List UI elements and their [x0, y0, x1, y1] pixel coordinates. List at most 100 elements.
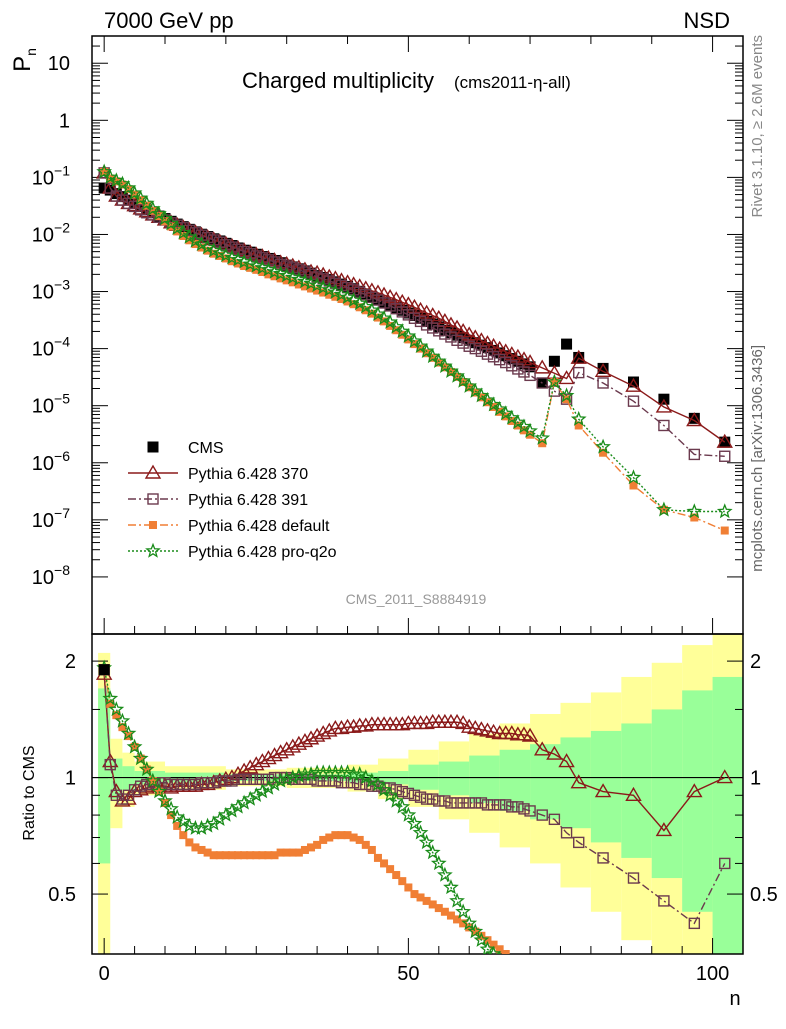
ratio-data-point — [493, 799, 506, 811]
ratio-cms-point — [98, 664, 110, 676]
ratio-data-point — [230, 798, 246, 814]
main-data-point — [550, 378, 559, 387]
ratio-data-point — [142, 765, 151, 774]
main-y-tick-base: 10 — [32, 453, 54, 475]
ratio-data-point — [224, 802, 240, 818]
ratio-data-point — [250, 773, 262, 785]
main-data-point — [534, 359, 551, 374]
main-data-point — [258, 267, 267, 276]
main-data-point — [594, 362, 612, 378]
ratio-data-point — [242, 790, 259, 806]
main-data-point — [548, 385, 561, 397]
main-data-point — [252, 265, 261, 274]
ratio-data-point — [467, 923, 484, 939]
main-data-point — [469, 342, 481, 355]
ratio-data-point — [376, 781, 392, 797]
ratio-data-point — [138, 761, 155, 777]
ratio-data-point — [319, 835, 328, 844]
main-data-point — [165, 215, 177, 227]
ratio-data-point — [436, 866, 453, 882]
ratio-data-point — [594, 783, 612, 798]
ratio-data-point — [197, 845, 206, 854]
main-data-point — [427, 322, 439, 334]
main-data-point — [433, 325, 445, 337]
main-ylabel: Pn — [9, 48, 39, 72]
ratio-data-point — [627, 872, 640, 884]
ratio-data-point — [102, 690, 119, 706]
main-data-point — [487, 351, 500, 363]
ratio-data-point — [294, 848, 303, 857]
main-data-point — [171, 218, 183, 230]
main-data-point — [519, 426, 528, 435]
main-y-tick-label: 10−2 — [32, 219, 70, 246]
ratio-data-point — [307, 843, 316, 852]
ratio-data-point — [521, 727, 539, 742]
main-data-point — [193, 236, 210, 252]
main-y-tick-exponent: −3 — [54, 277, 70, 293]
main-data-point — [570, 410, 587, 426]
main-data-point — [690, 513, 699, 522]
ratio-data-point — [313, 840, 322, 849]
main-data-point — [573, 366, 585, 379]
ratio-data-point — [120, 725, 137, 741]
band-inner — [621, 723, 652, 858]
ratio-data-point — [655, 822, 673, 837]
main-data-point — [280, 260, 293, 272]
ratio-data-point — [536, 809, 548, 821]
main-data-point — [436, 312, 454, 328]
main-data-point — [138, 195, 155, 211]
ratio-data-point — [658, 895, 670, 907]
main-data-point — [440, 363, 449, 372]
ratio-data-point — [151, 783, 167, 799]
ratio-data-point — [266, 747, 283, 762]
main-data-point — [181, 228, 198, 244]
ratio-data-point — [398, 877, 407, 886]
main-data-point — [481, 348, 494, 360]
ratio-data-point — [363, 772, 380, 788]
ratio-data-point — [240, 851, 249, 860]
main-series-line — [103, 171, 725, 513]
main-data-point — [465, 383, 474, 392]
ratio-data-point — [272, 744, 289, 759]
main-data-point — [524, 361, 536, 373]
ratio-data-point — [524, 805, 536, 817]
main-data-point — [512, 355, 524, 367]
main-data-point — [548, 355, 560, 367]
main-data-point — [506, 353, 518, 365]
main-data-point — [342, 280, 354, 292]
main-data-point — [199, 239, 216, 255]
main-data-point — [574, 421, 583, 430]
ratio-series — [95, 659, 733, 954]
ratio-data-point — [241, 759, 259, 774]
ratio-data-point — [434, 904, 443, 913]
ratio-data-point — [314, 725, 332, 740]
main-data-point — [439, 328, 451, 340]
energy-label: 7000 GeV pp — [104, 8, 234, 33]
ratio-data-point — [191, 843, 200, 852]
main-data-point — [442, 316, 460, 331]
ratio-data-point — [195, 776, 208, 789]
main-data-point — [96, 163, 113, 179]
main-data-point — [414, 315, 427, 328]
main-data-point — [406, 298, 423, 313]
ratio-data-point — [367, 845, 376, 854]
ratio-data-point — [159, 776, 171, 789]
main-data-point — [716, 433, 733, 448]
main-data-point — [506, 360, 518, 372]
main-y-tick-base: 10 — [32, 567, 54, 589]
ratio-data-point — [118, 723, 127, 732]
band-inner — [469, 755, 500, 803]
ratio-data-point — [217, 770, 235, 785]
ratio-data-point — [226, 775, 238, 787]
legend-marker — [147, 441, 159, 453]
ratio-data-point — [414, 791, 427, 803]
main-data-point — [355, 303, 364, 312]
ratio-data-point — [108, 701, 125, 717]
main-y-tick-label: 10−4 — [32, 334, 70, 361]
ratio-data-point — [457, 797, 469, 809]
main-data-point — [357, 298, 374, 314]
main-data-point — [104, 184, 116, 196]
ratio-data-point — [433, 795, 445, 807]
ratio-data-point — [560, 827, 573, 839]
